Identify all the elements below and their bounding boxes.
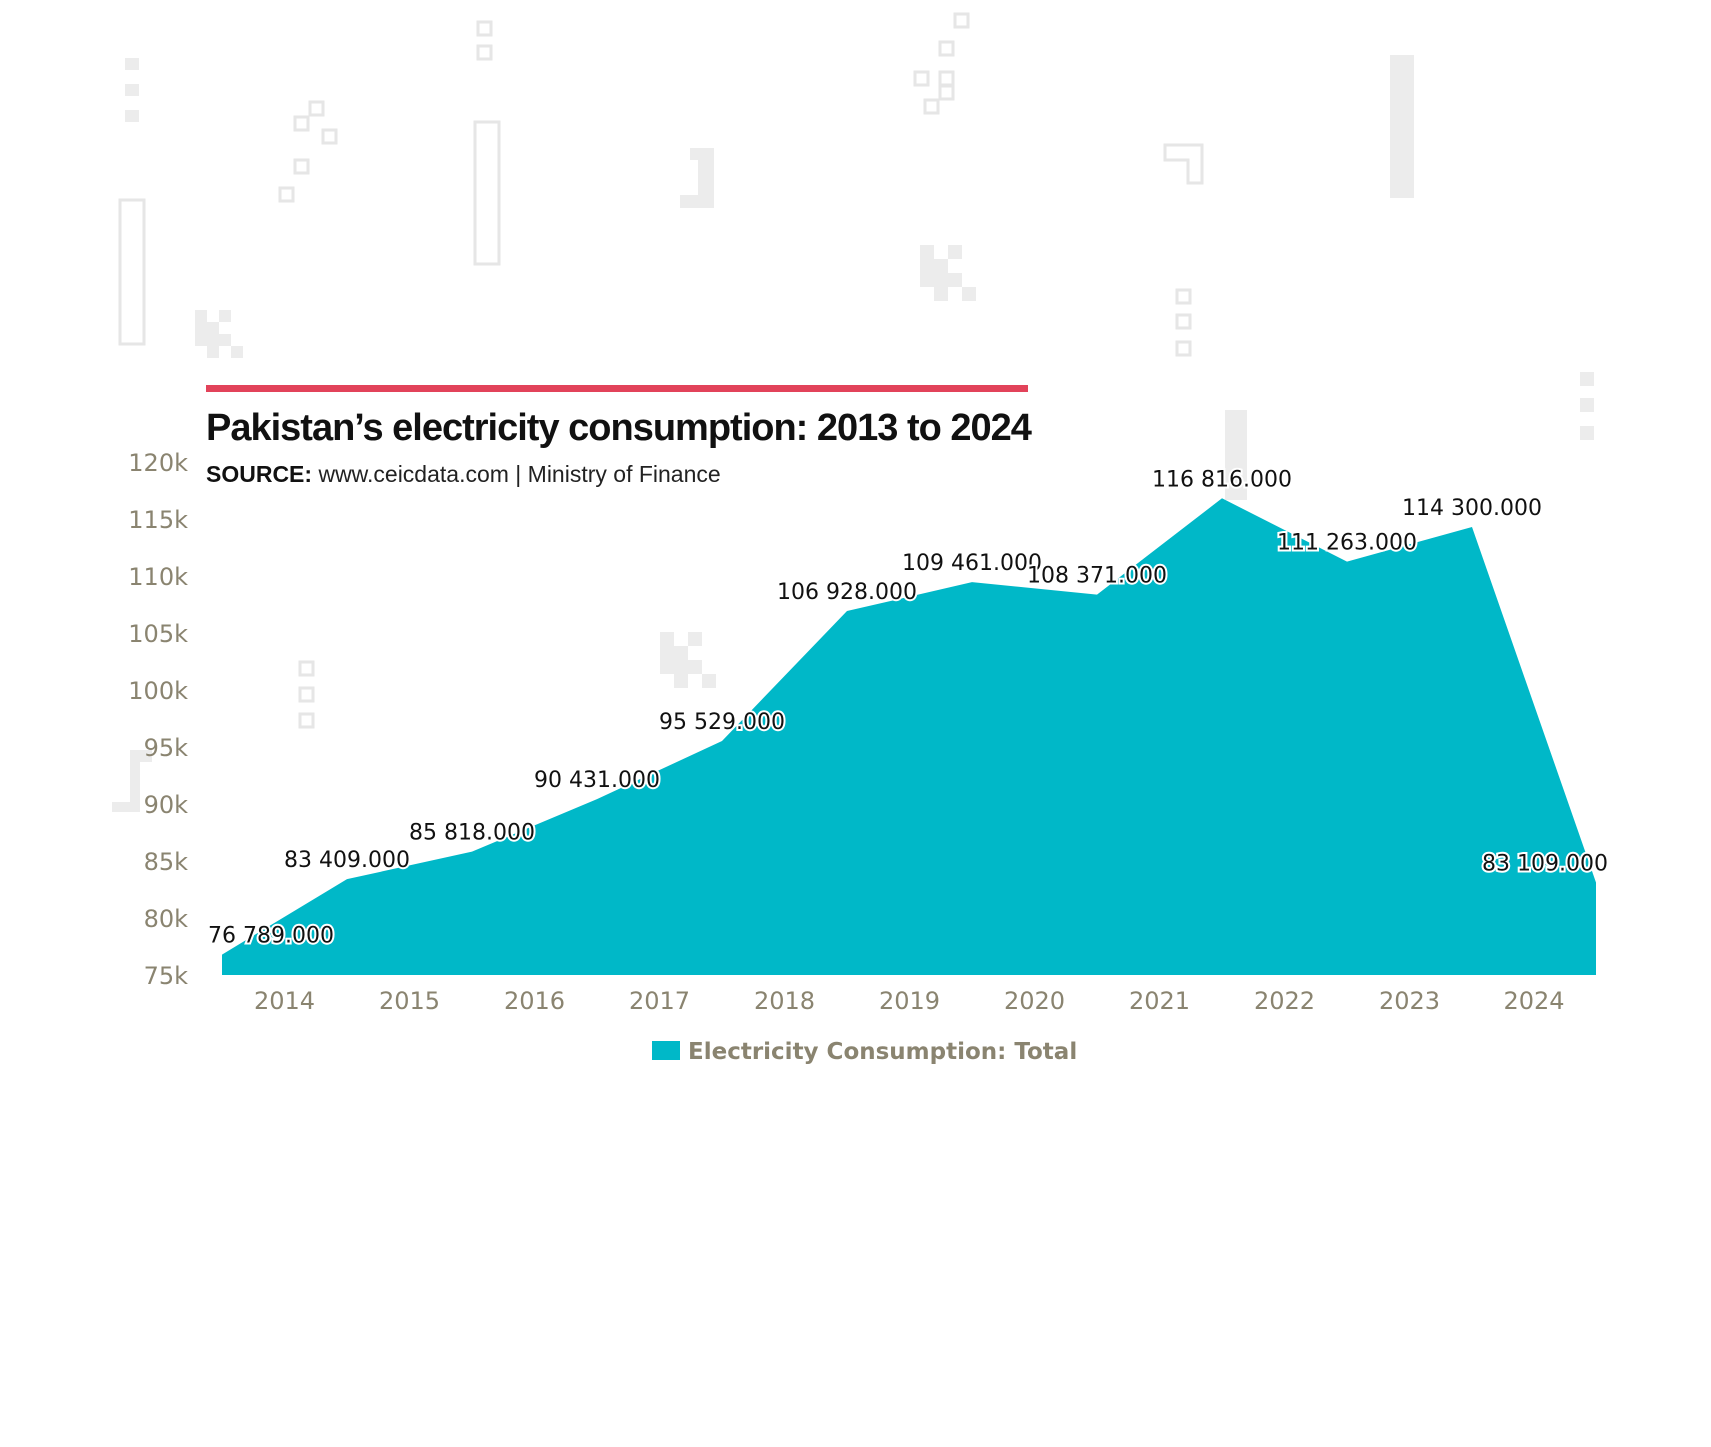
y-tick-label: 110k: [128, 563, 188, 591]
x-tick-label: 2016: [504, 987, 565, 1015]
chart-title: Pakistan’s electricity consumption: 2013…: [206, 407, 1032, 449]
y-tick-label: 90k: [144, 791, 189, 819]
data-label: 90 431.000: [534, 768, 660, 793]
x-tick-label: 2022: [1254, 987, 1315, 1015]
series-area: [222, 498, 1596, 975]
data-label: 111 263.000: [1277, 531, 1417, 556]
y-tick-label: 80k: [144, 905, 189, 933]
x-tick-label: 2020: [1004, 987, 1065, 1015]
y-tick-label: 115k: [128, 506, 188, 534]
data-label: 114 300.000: [1402, 496, 1542, 521]
x-axis: 2014 2015 2016 2017 2018 2019 2020 2021 2022 2023…: [254, 987, 1565, 1015]
source-label: SOURCE:: [206, 461, 312, 487]
legend-label: Electricity Consumption: Total: [688, 1039, 1077, 1065]
x-tick-label: 2015: [379, 987, 440, 1015]
y-tick-label: 120k: [128, 449, 188, 477]
y-tick-label: 85k: [144, 848, 189, 876]
data-label: 83 109.000: [1482, 852, 1608, 877]
data-label: 116 816.000: [1152, 467, 1292, 492]
data-label: 83 409.000: [284, 848, 410, 873]
background-decoration: [112, 12, 1594, 812]
x-tick-label: 2021: [1129, 987, 1190, 1015]
legend-swatch: [652, 1041, 680, 1060]
data-label: 108 371.000: [1027, 564, 1167, 589]
accent-bar: [206, 385, 1028, 392]
data-label: 106 928.000: [777, 580, 917, 605]
x-tick-label: 2018: [754, 987, 815, 1015]
x-tick-label: 2014: [254, 987, 315, 1015]
legend: Electricity Consumption: Total: [652, 1039, 1077, 1065]
y-tick-label: 105k: [128, 620, 188, 648]
x-tick-label: 2019: [879, 987, 940, 1015]
y-tick-label: 100k: [128, 677, 188, 705]
y-tick-label: 95k: [144, 734, 189, 762]
x-tick-label: 2024: [1503, 987, 1564, 1015]
chart-source: SOURCE: www.ceicdata.com | Ministry of F…: [206, 461, 721, 487]
data-label: 109 461.000: [902, 551, 1042, 576]
area-layer: [222, 498, 1596, 975]
x-tick-label: 2017: [629, 987, 690, 1015]
data-label: 85 818.000: [409, 821, 535, 846]
x-tick-label: 2023: [1379, 987, 1440, 1015]
y-tick-label: 75k: [144, 962, 189, 990]
source-text: www.ceicdata.com | Ministry of Finance: [312, 461, 721, 487]
data-label: 76 789.000: [208, 924, 334, 949]
y-axis: 75k 80k 85k 90k 95k 100k 105k 110k 115k 120k: [128, 449, 188, 990]
data-label: 95 529.000: [659, 710, 785, 735]
